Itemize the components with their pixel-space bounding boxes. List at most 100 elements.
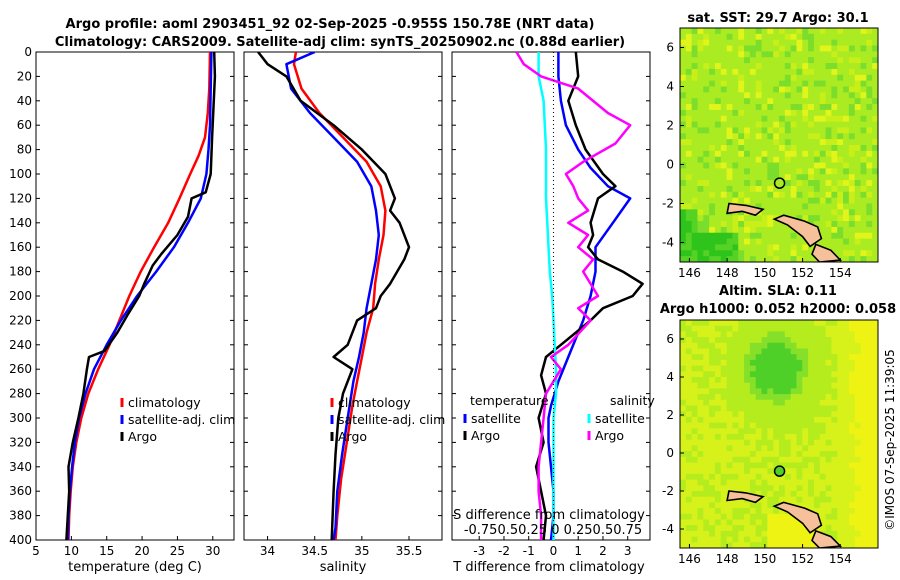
map-cell [726, 238, 734, 246]
map-cell [773, 331, 780, 338]
map-cell [749, 168, 757, 175]
map-cell [767, 226, 774, 234]
map-cell [697, 331, 704, 338]
map-cell [825, 74, 833, 82]
map-cell [726, 98, 734, 105]
map-cell [761, 365, 768, 372]
map-cell [819, 399, 827, 407]
map-cell [790, 473, 798, 481]
map-cell [703, 337, 710, 344]
map-cell [872, 473, 878, 481]
map-cell [837, 104, 844, 111]
map-cell [796, 127, 803, 134]
map-cell [685, 121, 693, 129]
map-cell [691, 371, 699, 378]
map-cell [749, 45, 757, 52]
map-cell [848, 209, 856, 216]
map-cell [837, 209, 844, 216]
map-cell [872, 377, 878, 384]
y-tick-label: 200 [9, 289, 32, 303]
map-cell [744, 405, 751, 412]
map-cell [779, 115, 786, 123]
map-cell [749, 365, 757, 372]
map-cell [819, 394, 827, 401]
map-cell [790, 382, 798, 389]
map-cell [825, 168, 833, 175]
map-cell [773, 354, 780, 361]
map-cell [680, 491, 687, 498]
map-cell [749, 451, 757, 458]
map-cell [749, 197, 757, 205]
map-cell [779, 209, 786, 216]
map-cell [854, 168, 862, 175]
map-cell [790, 439, 798, 446]
map-cell [703, 197, 710, 205]
map-cell [831, 127, 838, 134]
map-cell [854, 422, 862, 429]
map-cell [755, 525, 763, 532]
map-cell [784, 168, 792, 175]
map-cell [726, 162, 734, 169]
map-cell [779, 422, 786, 429]
map-cell [819, 337, 827, 344]
map-cell [732, 45, 739, 52]
map-cell [790, 104, 798, 111]
map-cell [761, 174, 768, 181]
map-cell [691, 256, 699, 262]
map-cell [691, 331, 699, 338]
map-cell [726, 197, 734, 205]
map-cell [773, 180, 780, 187]
map-cell [738, 371, 745, 378]
map-cell [732, 337, 739, 344]
map-cell [738, 536, 745, 543]
map-cell [813, 416, 821, 424]
map-cell [680, 92, 687, 99]
map-cell [761, 508, 768, 515]
map-cell [860, 250, 867, 257]
map-cell [749, 428, 757, 435]
map-cell [749, 439, 757, 446]
map-cell [825, 496, 833, 503]
map-cell [726, 354, 734, 361]
map-cell [691, 98, 699, 105]
map-cell [790, 180, 798, 187]
map-cell [714, 416, 722, 424]
map-cell [767, 445, 774, 452]
map-cell [848, 168, 856, 175]
map-cell [790, 354, 798, 361]
map-cell [703, 371, 710, 378]
map-cell [749, 127, 757, 134]
map-cell [755, 491, 763, 498]
map-cell [848, 394, 856, 401]
map-cell [825, 139, 833, 146]
map-cell [802, 473, 809, 481]
map-cell [744, 133, 751, 140]
map-cell [714, 104, 722, 111]
map-cell [703, 491, 710, 498]
map-cell [866, 127, 873, 134]
map-cell [784, 399, 792, 407]
map-cell [813, 33, 821, 41]
map-cell [825, 468, 833, 475]
map-cell [872, 439, 878, 446]
map-cell [709, 127, 716, 134]
map-cell [744, 394, 751, 401]
map-cell [866, 28, 873, 35]
map-cell [761, 377, 768, 384]
map-cell [744, 174, 751, 181]
map-cell [784, 428, 792, 435]
map-cell [726, 485, 734, 492]
map-cell [854, 365, 862, 372]
difference-top-ticks: -0.750.50.25 0 0.250.50.75 [464, 523, 642, 538]
map-cell [790, 331, 798, 338]
map-cell [819, 479, 827, 486]
map-cell [697, 496, 704, 503]
map-cell [726, 462, 734, 469]
map-cell [755, 508, 763, 515]
map-cell [738, 382, 745, 389]
map-cell [691, 462, 699, 469]
map-cell [697, 133, 704, 140]
map-cell [872, 150, 878, 158]
map-cell [732, 80, 739, 88]
map-cell [767, 139, 774, 146]
